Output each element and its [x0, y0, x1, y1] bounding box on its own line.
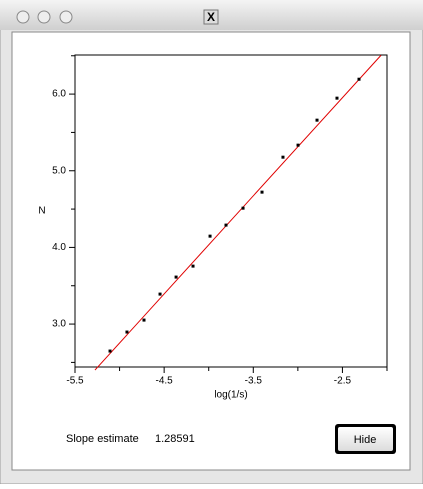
data-point [281, 155, 285, 159]
hide-button[interactable] [338, 427, 393, 451]
data-point [208, 234, 212, 238]
hide-button-label[interactable]: Hide [354, 434, 377, 446]
minimize-button[interactable] [37, 10, 51, 24]
data-point [108, 349, 112, 353]
fit-line [94, 54, 382, 371]
x-tick-label: -2.5 [334, 376, 352, 387]
title-icon-box [203, 9, 219, 25]
data-point [125, 330, 129, 334]
content-panel [11, 31, 411, 471]
data-point [158, 292, 162, 296]
data-point [357, 77, 361, 81]
data-point [335, 96, 339, 100]
data-point [174, 275, 178, 279]
zoom-button[interactable] [59, 10, 73, 24]
data-point [241, 206, 245, 210]
y-tick-label: 6.0 [52, 89, 66, 100]
data-point [224, 223, 228, 227]
y-tick-label: 5.0 [52, 165, 66, 176]
slope-value: 1.28591 [155, 433, 195, 445]
data-point [260, 190, 264, 194]
x-tick-label: -5.5 [66, 376, 84, 387]
close-button[interactable] [16, 10, 30, 24]
data-point [191, 264, 195, 268]
x-tick-label: -3.5 [245, 376, 263, 387]
slope-label: Slope estimate [66, 433, 139, 445]
plot-area [74, 54, 388, 368]
x-tick-label: -4.5 [156, 376, 174, 387]
title-icon: X [207, 10, 215, 24]
data-point [142, 318, 146, 322]
y-tick-label: 3.0 [52, 319, 66, 330]
y-axis-label: N [38, 206, 45, 217]
y-tick-label: 4.0 [52, 242, 66, 253]
data-point [315, 118, 319, 122]
plot: -5.5 -4.5 -3.5 -2.5 3.0 4.0 5.0 6.0 log(1/s) N [38, 54, 388, 401]
data-point [296, 143, 300, 147]
x-axis-label: log(1/s) [214, 390, 247, 401]
